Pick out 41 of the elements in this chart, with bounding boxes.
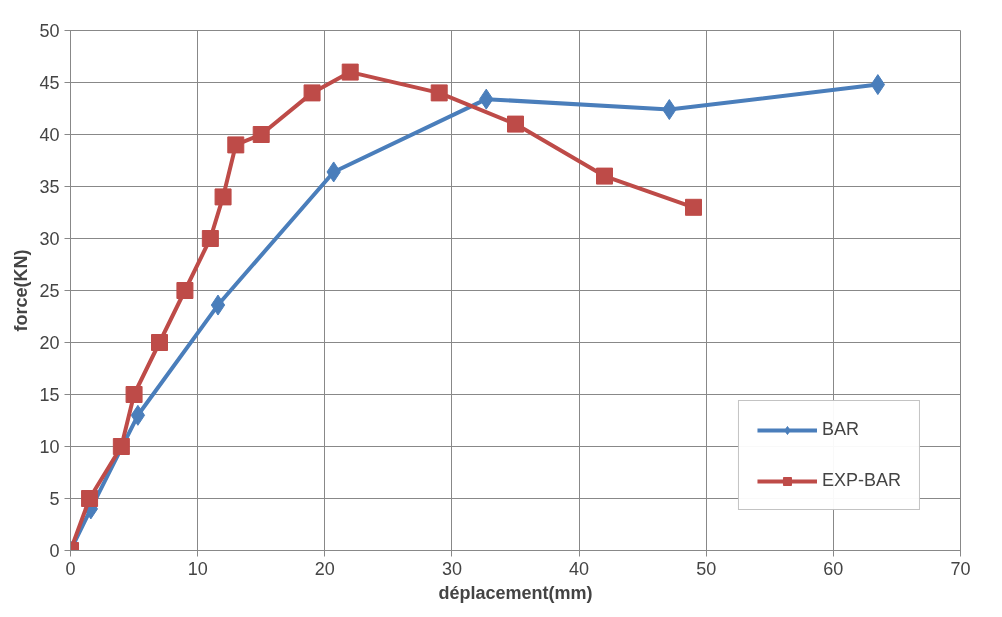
point xyxy=(210,294,226,316)
x-tick-label: 30 xyxy=(441,558,462,579)
x-tick-label: 70 xyxy=(950,558,971,579)
point xyxy=(252,126,270,143)
y-tick-label: 50 xyxy=(39,21,60,41)
x-tick-label: 20 xyxy=(314,558,335,579)
y-tick-label: 40 xyxy=(39,125,60,145)
point xyxy=(227,136,245,154)
y-tick-label: 45 xyxy=(39,73,60,93)
x-tick-label: 0 xyxy=(65,558,76,579)
point xyxy=(341,63,359,81)
point xyxy=(112,438,130,455)
x-tick-label: 60 xyxy=(823,558,844,579)
y-tick-label: 25 xyxy=(39,281,60,301)
point xyxy=(201,230,219,247)
point xyxy=(870,74,886,96)
point xyxy=(81,490,99,507)
x-tick-label: 40 xyxy=(569,558,590,579)
point xyxy=(303,84,321,102)
x-axis-title: déplacement(mm) xyxy=(438,582,593,603)
y-tick-label: 10 xyxy=(39,437,60,457)
point xyxy=(125,386,143,403)
point xyxy=(507,115,524,133)
point xyxy=(430,84,448,102)
x-tick-label: 10 xyxy=(187,558,208,579)
point xyxy=(151,334,168,351)
point xyxy=(596,167,613,185)
y-tick-label: 20 xyxy=(39,333,60,353)
point xyxy=(685,198,702,216)
legend-label: BAR xyxy=(821,419,859,440)
x-tick-label: 50 xyxy=(696,558,717,579)
point xyxy=(130,404,146,426)
y-tick-label: 30 xyxy=(39,229,60,249)
y-tick-label: 5 xyxy=(49,489,60,509)
y-tick-label: 15 xyxy=(39,385,60,405)
y-tick-label: 0 xyxy=(49,541,60,561)
point xyxy=(214,188,232,206)
point xyxy=(176,282,194,299)
y-axis-title: force(KN) xyxy=(11,249,32,332)
legend-label: EXP-BAR xyxy=(821,470,901,491)
y-tick-label: 35 xyxy=(39,177,60,197)
